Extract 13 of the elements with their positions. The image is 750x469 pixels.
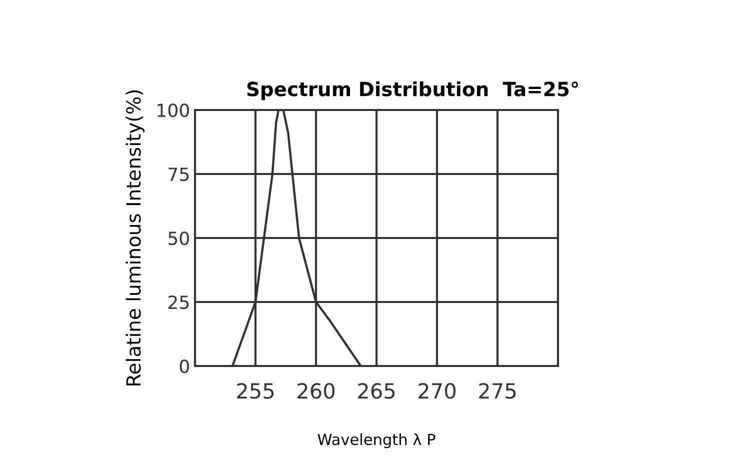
x-tick-label: 265 — [358, 383, 395, 399]
x-tick-label: 275 — [479, 383, 516, 399]
y-tick-label: 75 — [168, 168, 189, 182]
y-tick-label: 0 — [180, 359, 189, 374]
x-axis-title: Wavelength λ P — [318, 433, 436, 448]
y-axis-title: Relatine luminous Intensity(%) — [126, 90, 145, 386]
x-tick-label: 260 — [298, 383, 334, 399]
y-tick-label: 100 — [158, 103, 189, 118]
y-tick-label: 25 — [168, 295, 189, 310]
x-tick-label: 270 — [418, 383, 456, 399]
x-tick-label: 255 — [237, 383, 274, 399]
y-tick-label: 50 — [168, 231, 189, 246]
chart-title: Spectrum Distribution Ta=25° — [247, 81, 578, 100]
